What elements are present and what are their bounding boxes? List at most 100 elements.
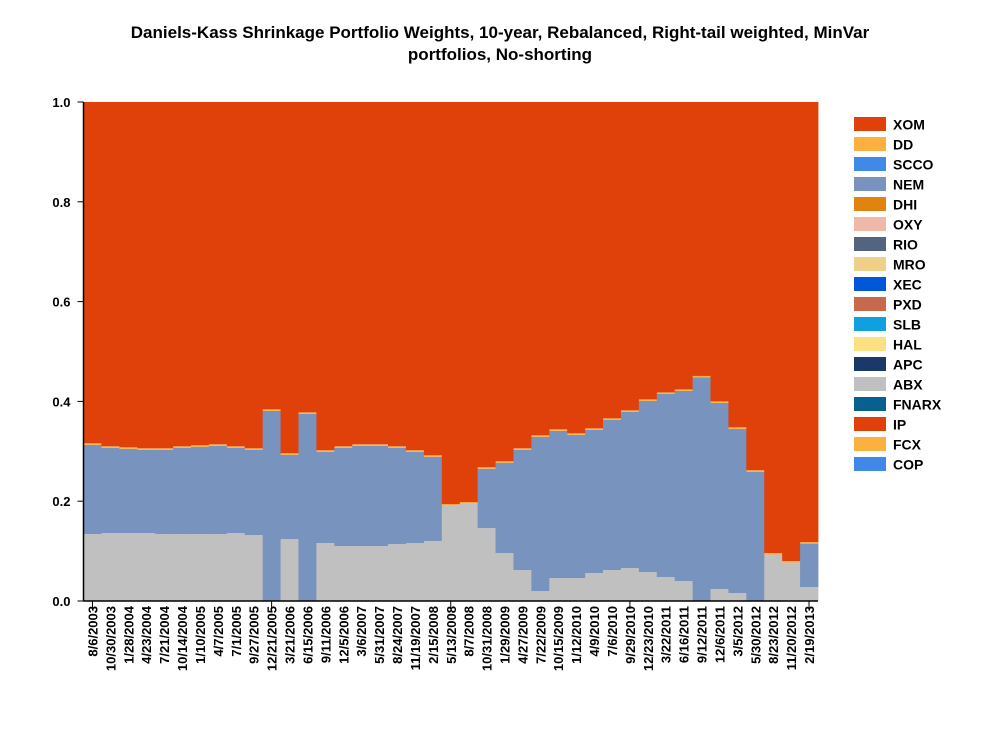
area-segment-nem [137, 449, 156, 534]
legend-swatch-oxy [854, 217, 886, 231]
area-segment-dd [585, 428, 604, 430]
legend-swatch-xom [854, 117, 886, 131]
x-tick-label: 9/12/2011 [695, 606, 710, 663]
area-segment-xom [352, 102, 371, 445]
y-tick-label: 1.0 [52, 95, 70, 110]
x-tick-label: 1/29/2009 [497, 606, 512, 664]
area-segment-xom [495, 102, 514, 462]
y-tick-label: 0.8 [52, 195, 70, 210]
area-segment-abx [495, 553, 514, 601]
area-segment-abx [441, 505, 461, 601]
area-segment-nem [370, 445, 389, 547]
legend-label-ip: IP [893, 417, 906, 433]
area-segment-dd [173, 446, 192, 448]
legend-label-dd: DD [893, 137, 913, 153]
legend-label-xec: XEC [893, 277, 922, 293]
area-segment-nem [244, 449, 264, 536]
area-segment-nem [585, 429, 604, 574]
x-tick-label: 3/5/2012 [730, 606, 745, 657]
area-segment-dd [226, 446, 246, 448]
area-segment-dd [710, 401, 729, 403]
area-segment-xom [620, 102, 640, 411]
x-tick-label: 11/20/2012 [784, 606, 799, 670]
area-segment-xom [531, 102, 550, 436]
legend-swatch-rio [854, 237, 886, 251]
x-tick-label: 6/16/2011 [677, 606, 692, 663]
x-tick-label: 3/6/2007 [354, 606, 369, 657]
legend-label-fnarx: FNARX [893, 397, 942, 413]
area-segment-nem [226, 447, 246, 534]
area-segment-nem [155, 449, 174, 535]
area-segment-xom [674, 102, 693, 390]
area-segment-xom [137, 102, 156, 449]
area-segment-nem [298, 413, 317, 601]
area-segment-dd [603, 418, 622, 420]
area-segment-dd [549, 429, 568, 431]
legend-swatch-fnarx [854, 397, 886, 411]
x-tick-label: 5/13/2008 [444, 606, 459, 664]
legend-swatch-nem [854, 177, 886, 191]
area-segment-xom [119, 102, 138, 448]
area-segment-dd [531, 435, 550, 437]
area-segment-nem [316, 451, 335, 544]
legend-label-oxy: OXY [893, 217, 923, 233]
area-segment-nem [477, 468, 496, 529]
area-segment-xom [101, 102, 120, 447]
area-segment-dd [746, 470, 765, 472]
area-segment-abx [208, 534, 228, 601]
area-segment-abx [334, 546, 353, 601]
area-segment-dd [262, 409, 281, 411]
area-segment-nem [280, 454, 299, 540]
area-segment-xom [83, 102, 102, 444]
area-segment-dd [441, 504, 461, 506]
area-segment-xom [585, 102, 604, 429]
area-segment-nem [334, 447, 353, 547]
area-segment-xom [298, 102, 317, 413]
x-tick-label: 12/5/2006 [336, 606, 351, 664]
area-segment-abx [137, 533, 156, 601]
x-tick-label: 10/14/2004 [175, 605, 190, 671]
area-segment-xom [423, 102, 443, 456]
x-tick-label: 9/27/2005 [247, 606, 262, 664]
area-segment-dd [119, 447, 138, 449]
area-segment-abx [477, 528, 496, 601]
x-tick-label: 3/22/2011 [659, 606, 674, 663]
x-tick-label: 7/6/2010 [605, 606, 620, 657]
chart-title: Daniels-Kass Shrinkage Portfolio Weights… [0, 22, 1000, 66]
legend-label-xom: XOM [893, 117, 925, 133]
x-tick-label: 10/30/2003 [103, 606, 118, 671]
area-segment-abx [585, 573, 604, 601]
area-segment-xom [334, 102, 353, 447]
area-segment-dd [298, 412, 317, 414]
area-segment-abx [459, 503, 479, 601]
area-segment-dd [101, 446, 120, 448]
x-tick-label: 11/19/2007 [408, 606, 423, 670]
area-segment-abx [101, 533, 120, 601]
area-segment-dd [620, 410, 640, 412]
area-segment-nem [190, 446, 210, 535]
area-segment-nem [567, 434, 586, 579]
area-segment-dd [692, 375, 711, 378]
area-segment-dd [190, 445, 210, 447]
area-segment-abx [800, 587, 819, 601]
area-segment-abx [119, 533, 138, 601]
y-tick-label: 0.6 [52, 295, 70, 310]
area-segment-nem [405, 451, 425, 544]
area-segment-abx [764, 554, 783, 601]
x-tick-label: 8/24/2007 [390, 606, 405, 664]
area-segment-abx [370, 546, 389, 601]
chart-title-line-2: portfolios, No-shorting [407, 45, 593, 64]
area-segment-nem [728, 428, 747, 594]
legend-label-pxd: PXD [893, 297, 922, 313]
area-segment-nem [173, 447, 192, 535]
x-tick-label: 2/19/2013 [802, 606, 817, 664]
area-segment-dd [656, 392, 676, 394]
area-segment-dd [423, 455, 443, 457]
x-tick-label: 9/29/2010 [623, 606, 638, 664]
area-segment-abx [423, 541, 443, 601]
area-segment-abx [83, 534, 102, 601]
area-segment-nem [746, 471, 765, 601]
legend-swatch-pxd [854, 297, 886, 311]
area-segment-dd [513, 448, 532, 450]
area-segment-dd [208, 444, 228, 446]
